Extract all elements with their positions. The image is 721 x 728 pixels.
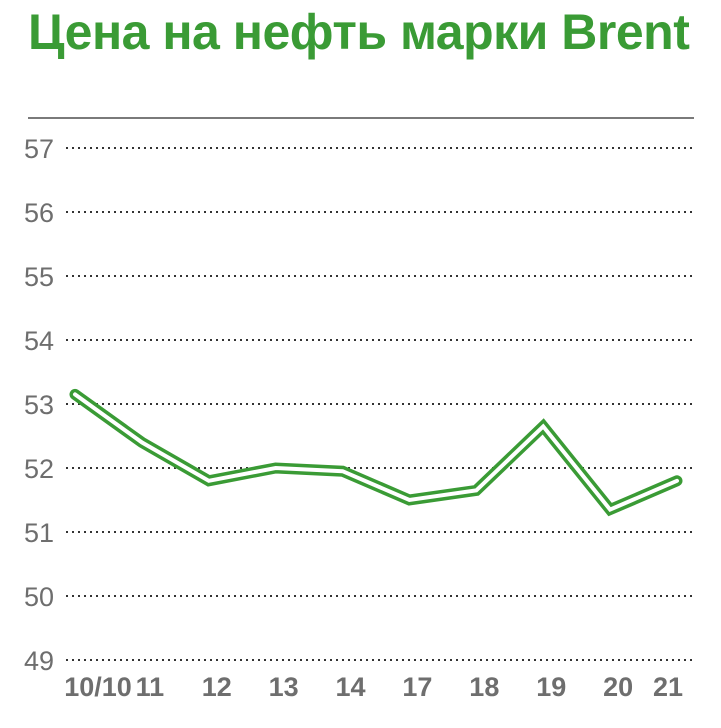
y-tick-label: 52 bbox=[24, 454, 54, 484]
y-tick-label: 56 bbox=[24, 198, 54, 228]
x-tick-label: 19 bbox=[536, 672, 566, 702]
y-tick-label: 57 bbox=[24, 134, 54, 164]
x-tick-label: 18 bbox=[469, 672, 499, 702]
y-tick-label: 50 bbox=[24, 582, 54, 612]
y-tick-label: 49 bbox=[24, 646, 54, 676]
x-tick-label: 17 bbox=[402, 672, 432, 702]
title-divider bbox=[28, 117, 694, 119]
gridlines bbox=[66, 147, 694, 661]
y-tick-label: 54 bbox=[24, 326, 54, 356]
x-tick-label: 13 bbox=[269, 672, 299, 702]
x-tick-label: 20 bbox=[603, 672, 633, 702]
x-tick-label: 21 bbox=[653, 672, 683, 702]
y-tick-label: 51 bbox=[24, 518, 54, 548]
chart-title: Цена на нефть марки Brent bbox=[28, 4, 690, 60]
y-tick-label: 55 bbox=[24, 262, 54, 292]
x-tick-label: 10/10 bbox=[64, 672, 132, 702]
series-line bbox=[69, 388, 683, 517]
series-line-inner bbox=[73, 392, 679, 513]
x-tick-label: 12 bbox=[202, 672, 232, 702]
series-line-outline bbox=[69, 388, 683, 517]
x-axis-ticks: 10/10 11 12 13 14 17 18 19 20 21 bbox=[64, 672, 683, 702]
y-tick-label: 53 bbox=[24, 390, 54, 420]
y-axis-ticks: 57 56 55 54 53 52 51 50 49 bbox=[24, 134, 54, 676]
x-tick-label: 11 bbox=[136, 672, 165, 702]
x-tick-label: 14 bbox=[336, 672, 366, 702]
